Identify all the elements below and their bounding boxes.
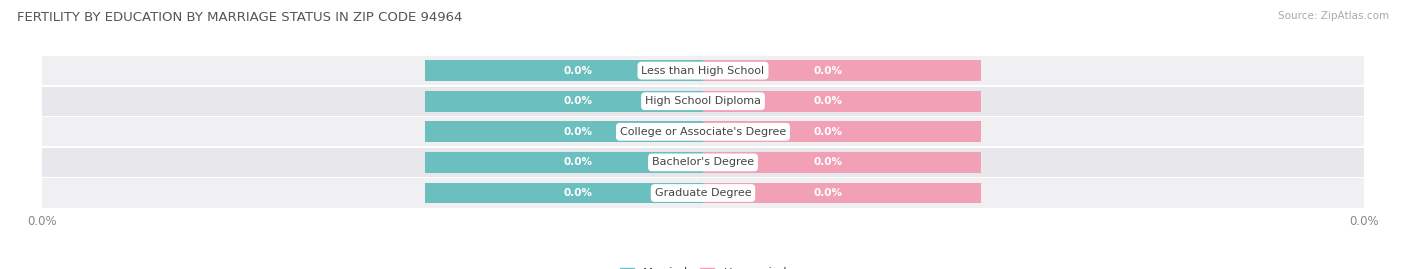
Bar	[703, 152, 980, 173]
Text: 0.0%: 0.0%	[564, 157, 592, 167]
Text: 0.0%: 0.0%	[814, 66, 842, 76]
Bar	[42, 56, 1364, 85]
Bar	[426, 121, 703, 142]
Text: Graduate Degree: Graduate Degree	[655, 188, 751, 198]
Text: 0.0%: 0.0%	[814, 127, 842, 137]
Text: 0.0%: 0.0%	[814, 96, 842, 106]
Text: High School Diploma: High School Diploma	[645, 96, 761, 106]
Bar	[42, 87, 1364, 116]
Text: 0.0%: 0.0%	[564, 188, 592, 198]
Bar	[703, 183, 980, 203]
Text: 0.0%: 0.0%	[814, 157, 842, 167]
Text: Bachelor's Degree: Bachelor's Degree	[652, 157, 754, 167]
Bar	[42, 117, 1364, 147]
Bar	[703, 121, 980, 142]
Text: 0.0%: 0.0%	[814, 188, 842, 198]
Text: Less than High School: Less than High School	[641, 66, 765, 76]
Bar	[426, 91, 703, 112]
Text: 0.0%: 0.0%	[564, 96, 592, 106]
Bar	[42, 178, 1364, 208]
Bar	[42, 148, 1364, 177]
Bar	[426, 60, 703, 81]
Text: FERTILITY BY EDUCATION BY MARRIAGE STATUS IN ZIP CODE 94964: FERTILITY BY EDUCATION BY MARRIAGE STATU…	[17, 11, 463, 24]
Bar	[426, 183, 703, 203]
Legend: Married, Unmarried: Married, Unmarried	[614, 263, 792, 269]
Text: 0.0%: 0.0%	[564, 127, 592, 137]
Text: College or Associate's Degree: College or Associate's Degree	[620, 127, 786, 137]
Bar	[703, 91, 980, 112]
Text: Source: ZipAtlas.com: Source: ZipAtlas.com	[1278, 11, 1389, 21]
Bar	[703, 60, 980, 81]
Text: 0.0%: 0.0%	[564, 66, 592, 76]
Bar	[426, 152, 703, 173]
